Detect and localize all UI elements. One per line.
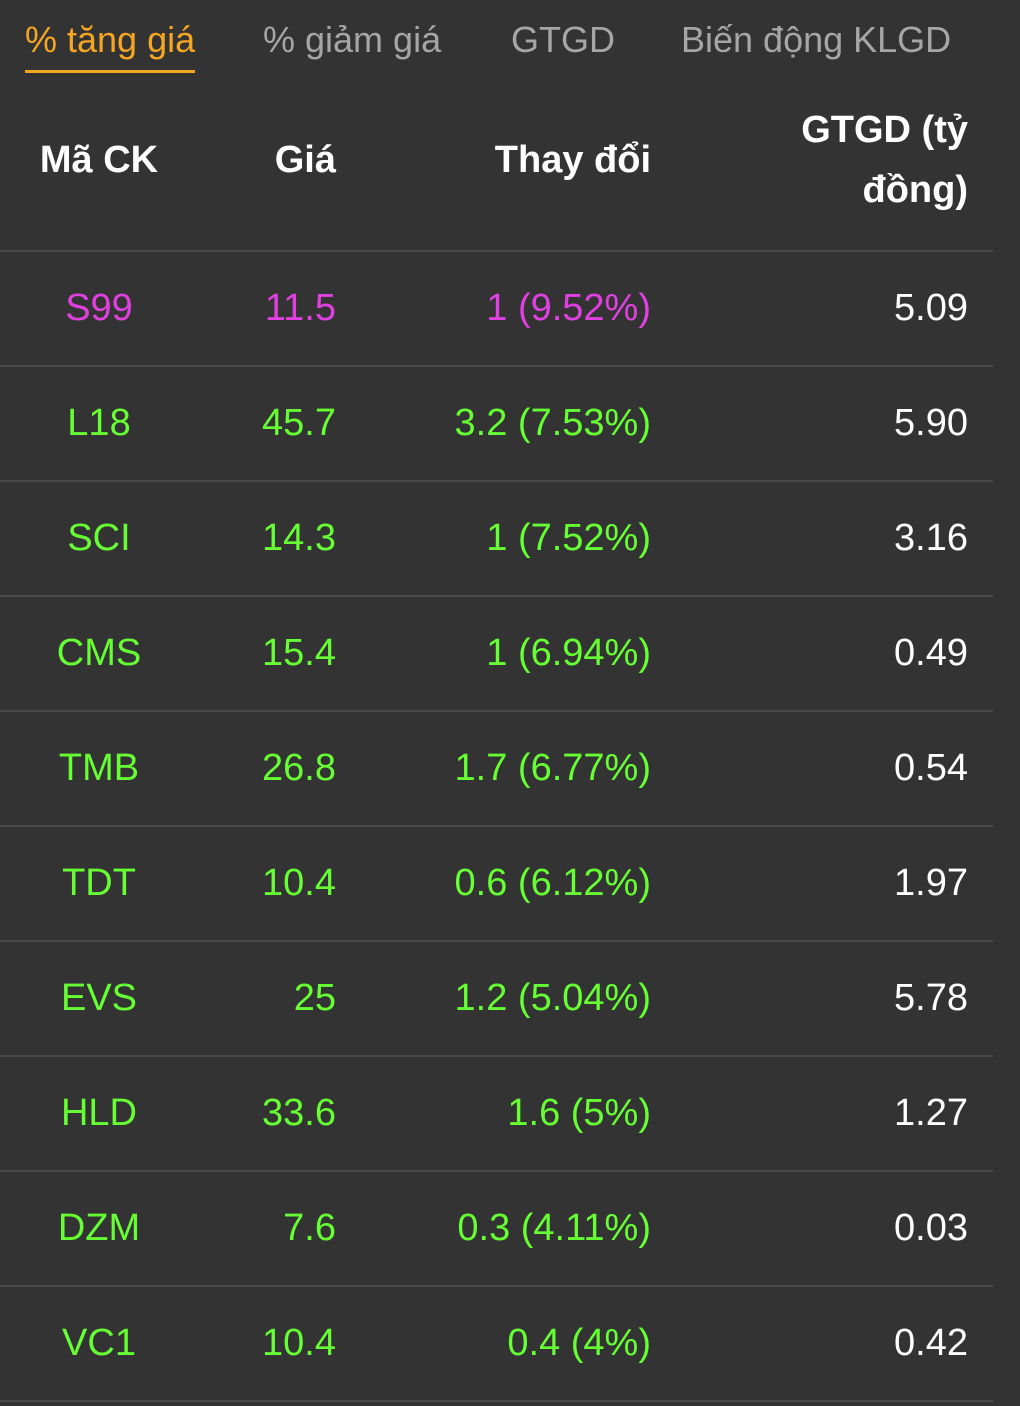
stock-price: 26.8	[262, 747, 336, 789]
stock-trading-value: 1.27	[894, 1092, 968, 1134]
stock-price: 7.6	[283, 1207, 336, 1249]
stock-code: TMB	[58, 747, 140, 789]
tab-trading-value[interactable]: GTGD	[511, 18, 615, 62]
stock-change: 1.2 (5.04%)	[454, 977, 651, 1019]
table-row[interactable]: S99 11.5 1 (9.52%) 5.09	[0, 252, 993, 367]
stock-price: 11.5	[264, 287, 336, 329]
stock-trading-value: 5.78	[894, 977, 968, 1019]
stock-trading-value: 0.49	[894, 632, 968, 674]
tab-top-gainers-label: % tăng giá	[25, 19, 196, 60]
stock-change: 1 (9.52%)	[486, 287, 651, 329]
stock-price: 25	[293, 977, 336, 1019]
stock-change: 0.4 (4%)	[507, 1322, 651, 1364]
stock-code: CMS	[56, 632, 142, 674]
stock-trading-value: 0.54	[894, 747, 968, 789]
stock-code: TDT	[62, 862, 136, 904]
stock-change: 1 (6.94%)	[486, 632, 651, 674]
stock-price: 33.6	[262, 1092, 336, 1134]
stock-trading-value: 3.16	[894, 517, 968, 559]
active-tab-underline	[25, 70, 196, 73]
table-row[interactable]: CMS 15.4 1 (6.94%) 0.49	[0, 597, 993, 712]
header-value-line2: đồng)	[862, 169, 968, 211]
table-row[interactable]: DZM 7.6 0.3 (4.11%) 0.03	[0, 1172, 993, 1287]
stock-trading-value: 0.42	[894, 1322, 968, 1364]
stock-code: S99	[65, 287, 133, 329]
stock-code: DZM	[57, 1207, 141, 1249]
stock-price: 45.7	[262, 402, 336, 444]
header-price: Giá	[274, 139, 336, 181]
table-row[interactable]: HLD 33.6 1.6 (5%) 1.27	[0, 1057, 993, 1172]
stock-trading-value: 5.90	[894, 402, 968, 444]
stock-price: 10.4	[262, 862, 336, 904]
stock-code: HLD	[60, 1092, 138, 1134]
table-row[interactable]: TDT 10.4 0.6 (6.12%) 1.97	[0, 827, 993, 942]
table-row[interactable]: SCI 14.3 1 (7.52%) 3.16	[0, 482, 993, 597]
stock-code: L18	[67, 402, 131, 444]
stock-change: 1.7 (6.77%)	[454, 747, 651, 789]
stock-trading-value: 0.03	[894, 1207, 968, 1249]
table-row[interactable]: TMB 26.8 1.7 (6.77%) 0.54	[0, 712, 993, 827]
stock-change: 0.6 (6.12%)	[454, 862, 651, 904]
stock-trading-value: 1.97	[894, 862, 968, 904]
stock-code: EVS	[60, 977, 138, 1019]
table-body: S99 11.5 1 (9.52%) 5.09 L18 45.7 3.2 (7.53%) 5.…	[0, 252, 993, 1402]
tab-top-losers[interactable]: % giảm giá	[263, 18, 441, 62]
stock-code: VC1	[62, 1322, 136, 1364]
stock-change: 1 (7.52%)	[486, 517, 651, 559]
stock-change: 0.3 (4.11%)	[457, 1207, 651, 1249]
tab-top-gainers[interactable]: % tăng giá	[25, 18, 196, 73]
tab-top-losers-label: % giảm giá	[263, 19, 442, 60]
stock-trading-value: 5.09	[894, 287, 968, 329]
stock-code: SCI	[67, 517, 131, 559]
stock-price: 14.3	[262, 517, 336, 559]
tab-bar: % tăng giá % giảm giá GTGD Biến động KLG…	[0, 0, 1020, 90]
tab-trading-value-label: GTGD	[511, 19, 615, 60]
header-change: Thay đổi	[494, 139, 651, 181]
stock-change: 3.2 (7.53%)	[454, 402, 651, 444]
tab-volume-change-label: Biến động KLGD	[681, 19, 952, 60]
tab-volume-change[interactable]: Biến động KLGD	[681, 18, 951, 62]
table-header: Mã CK Giá Thay đổi GTGD (tỷ đồng)	[0, 90, 993, 252]
header-code: Mã CK	[39, 139, 159, 181]
table-row[interactable]: L18 45.7 3.2 (7.53%) 5.90	[0, 367, 993, 482]
table-row[interactable]: VC1 10.4 0.4 (4%) 0.42	[0, 1287, 993, 1402]
table-row[interactable]: EVS 25 1.2 (5.04%) 5.78	[0, 942, 993, 1057]
stock-change: 1.6 (5%)	[507, 1092, 651, 1134]
stock-price: 10.4	[262, 1322, 336, 1364]
header-value-line1: GTGD (tỷ	[801, 109, 968, 151]
stock-price: 15.4	[262, 632, 336, 674]
